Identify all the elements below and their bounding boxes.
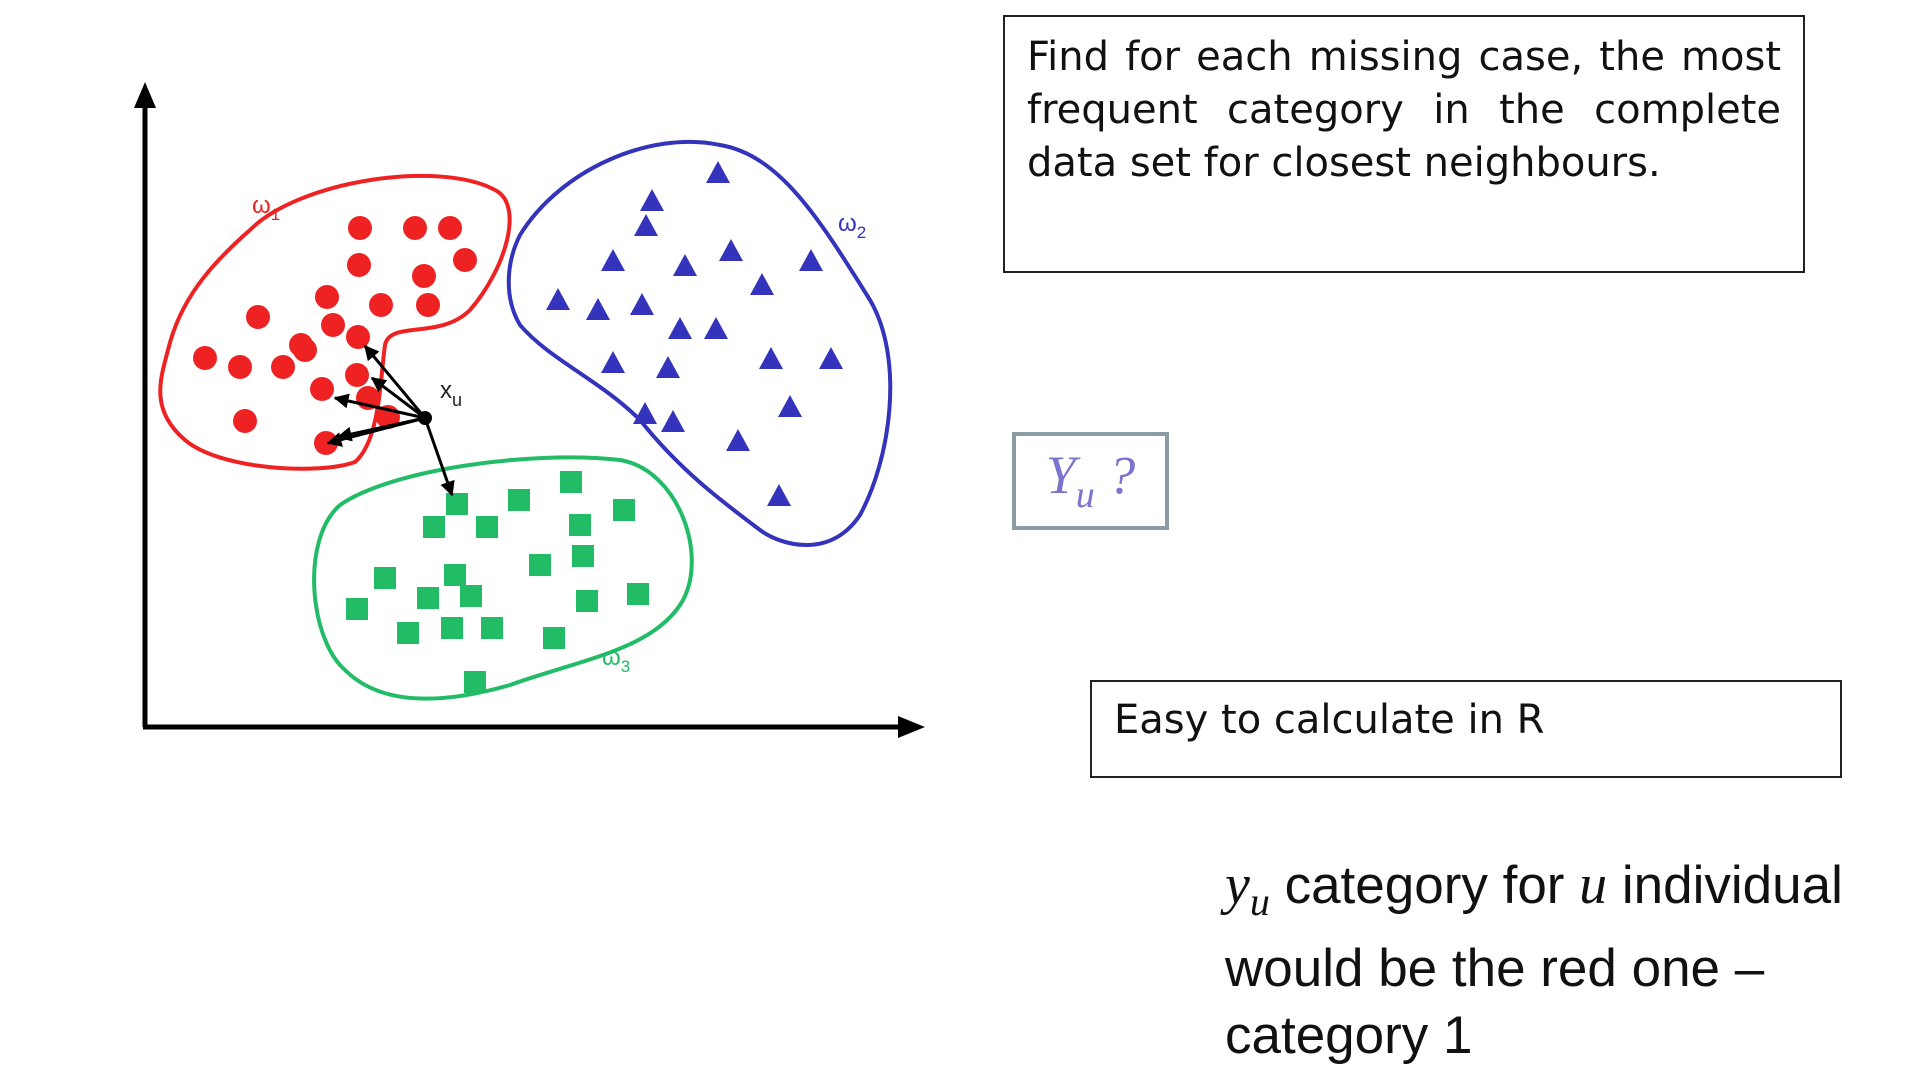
conclusion-text: yu category for u individual would be th… <box>1225 854 1843 1066</box>
cluster-2-point <box>586 298 610 320</box>
cluster-2-point <box>668 317 692 339</box>
cluster-1-point <box>416 293 440 317</box>
cluster-1-point <box>315 285 339 309</box>
cluster-1-point <box>453 248 477 272</box>
cluster-2-point <box>759 347 783 369</box>
cluster-3-point <box>417 587 439 609</box>
cluster-3-point <box>529 554 551 576</box>
cluster-3-point <box>423 516 445 538</box>
neighbour-arrow <box>363 344 427 419</box>
cluster-2-point <box>706 161 730 183</box>
cluster-3-point <box>572 545 594 567</box>
cluster-3-point <box>481 617 503 639</box>
cluster-3-point <box>374 567 396 589</box>
cluster-2-point <box>546 288 570 310</box>
cluster-3-point <box>560 471 582 493</box>
cluster-1-point <box>310 377 334 401</box>
yu-symbol: yu <box>1225 854 1270 925</box>
cluster-2-point <box>767 484 791 506</box>
cluster-3-boundary <box>312 455 694 701</box>
cluster-2-label: ω2 <box>838 210 866 242</box>
find-neighbours-text: Find for each missing case, the most fre… <box>1027 34 1781 186</box>
cluster-2-point <box>601 249 625 271</box>
cluster-1-point <box>314 431 338 455</box>
cluster-3-point <box>627 583 649 605</box>
cluster-1-point <box>271 355 295 379</box>
neighbour-arrow <box>326 416 426 447</box>
cluster-1-point <box>321 313 345 337</box>
neighbour-arrow <box>370 376 426 420</box>
cluster-2-point <box>634 214 658 236</box>
data-markers <box>193 161 843 693</box>
cluster-3-point <box>476 516 498 538</box>
neighbour-arrow <box>423 417 455 497</box>
cluster-3-point <box>613 499 635 521</box>
cluster-3-point <box>569 514 591 536</box>
cluster-1-point <box>193 346 217 370</box>
cluster-1-point <box>233 409 257 433</box>
neighbour-arrows <box>326 344 455 497</box>
cluster-1-point <box>345 363 369 387</box>
cluster-1-point <box>346 325 370 349</box>
cluster-2-point <box>656 356 680 378</box>
cluster-2-point <box>726 429 750 451</box>
neighbour-arrow <box>333 393 426 420</box>
cluster-3-label: ω3 <box>602 644 630 676</box>
cluster-3-point <box>441 617 463 639</box>
u-variable: u <box>1579 854 1608 916</box>
cluster-1-point <box>228 355 252 379</box>
cluster-2-point <box>704 317 728 339</box>
cluster-2-point <box>799 249 823 271</box>
cluster-2-point <box>630 293 654 315</box>
easy-to-calculate-text: Easy to calculate in R <box>1114 697 1545 743</box>
cluster-1-label: ω1 <box>252 192 280 224</box>
cluster-2-boundary <box>506 139 893 547</box>
query-point-label: xu <box>440 377 462 410</box>
cluster-2-point <box>778 395 802 417</box>
find-neighbours-textbox: Find for each missing case, the most fre… <box>1003 15 1805 273</box>
cluster-1-point <box>403 216 427 240</box>
cluster-3-point <box>446 493 468 515</box>
cluster-1-point <box>293 338 317 362</box>
cluster-2-point <box>673 254 697 276</box>
cluster-3-point <box>460 585 482 607</box>
cluster-1-point <box>246 305 270 329</box>
cluster-2-point <box>819 347 843 369</box>
x-axis-arrowhead <box>898 716 925 738</box>
cluster-3-point <box>346 598 368 620</box>
knn-cluster-diagram: ω1 ω2 ω3 xu <box>134 82 925 738</box>
cluster-3-point <box>444 564 466 586</box>
cluster-1-point <box>369 293 393 317</box>
cluster-3-point <box>397 622 419 644</box>
yu-question-label: Yu ? <box>1045 445 1136 516</box>
cluster-2-point <box>601 351 625 373</box>
cluster-2-point <box>719 239 743 261</box>
cluster-2-point <box>661 410 685 432</box>
cluster-2-point <box>750 273 774 295</box>
cluster-2-point <box>640 189 664 211</box>
cluster-3-point <box>508 489 530 511</box>
cluster-1-point <box>347 253 371 277</box>
cluster-3-point <box>543 627 565 649</box>
cluster-3-point <box>464 671 486 693</box>
y-axis-arrowhead <box>134 82 156 108</box>
yu-question-box: Yu ? <box>1012 432 1169 530</box>
cluster-1-point <box>412 264 436 288</box>
cluster-1-point <box>438 216 462 240</box>
cluster-2-point <box>633 402 657 424</box>
query-point <box>418 411 432 425</box>
cluster-1-point <box>348 216 372 240</box>
easy-to-calculate-textbox: Easy to calculate in R <box>1090 680 1842 778</box>
axes <box>134 82 925 738</box>
cluster-3-point <box>576 590 598 612</box>
